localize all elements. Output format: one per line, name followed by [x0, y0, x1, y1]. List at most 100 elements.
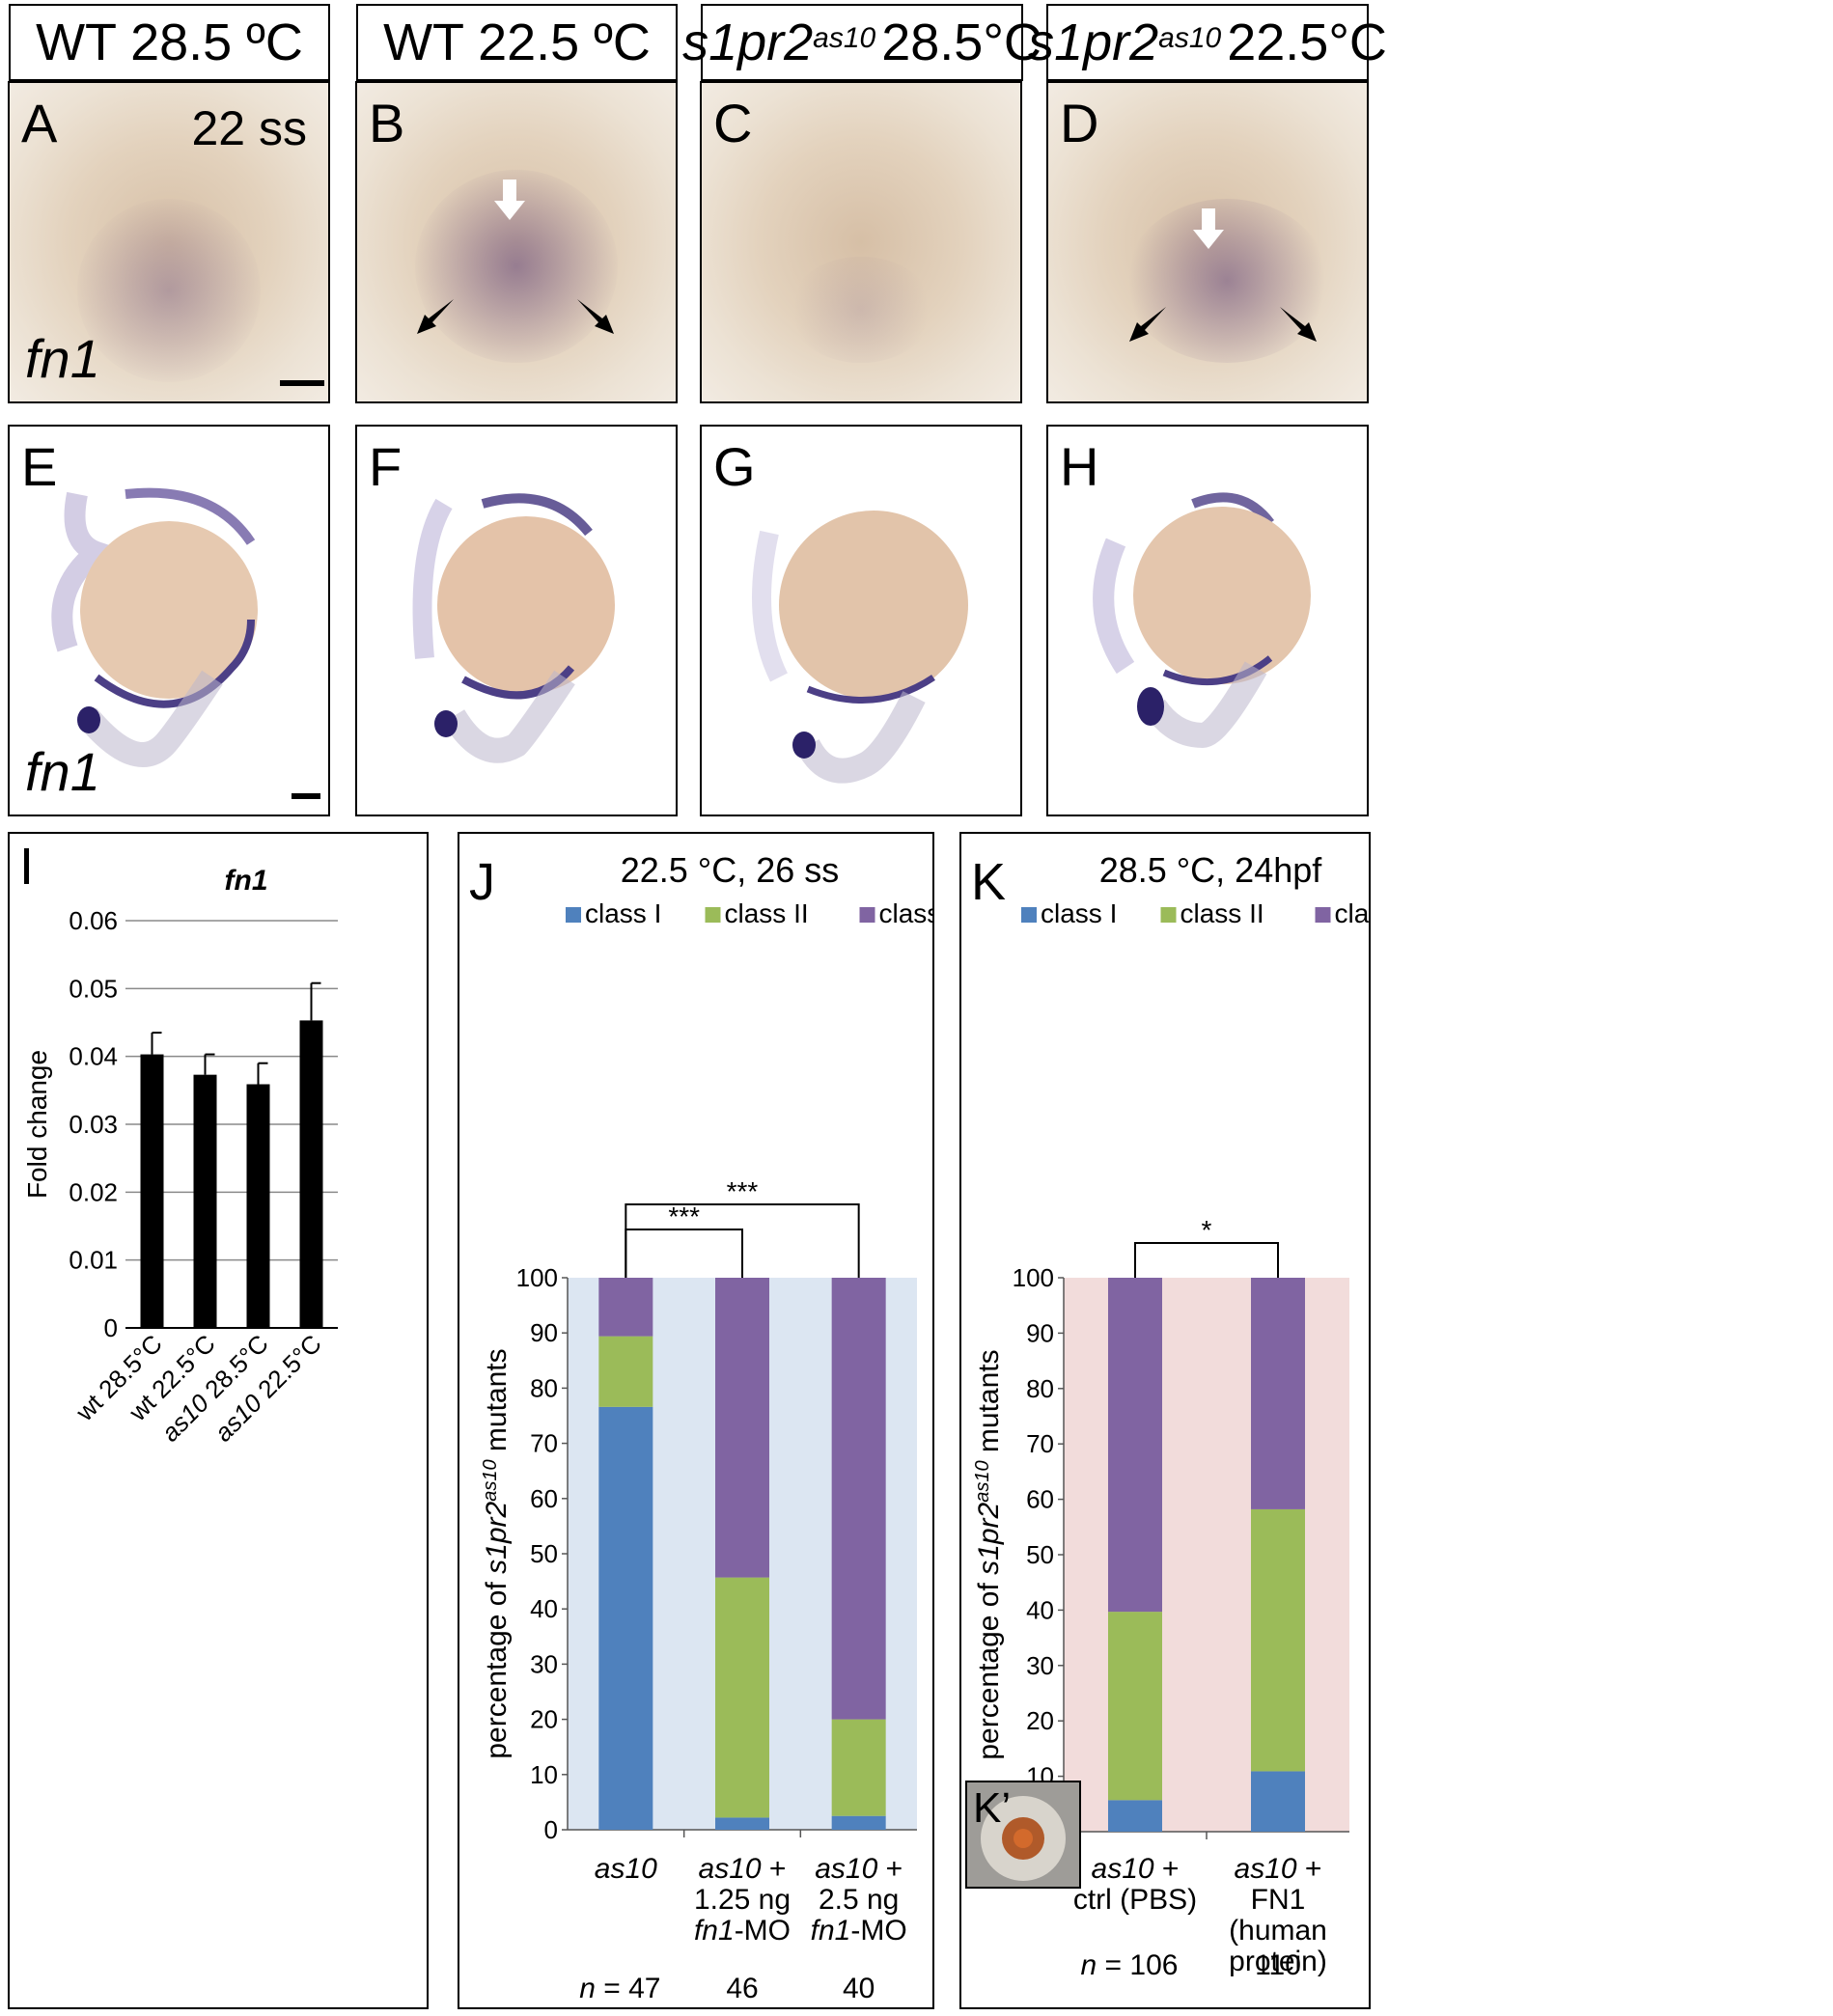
panel-label: H: [1060, 436, 1099, 497]
x-tick-label: FN1: [1251, 1884, 1306, 1916]
header-label: WT 22.5 ºC: [383, 14, 651, 71]
gene-label: fn1: [25, 741, 100, 802]
micrograph-g: G: [700, 425, 1022, 816]
y-tick-label: 30: [530, 1649, 558, 1678]
bar: [140, 1054, 164, 1328]
y-tick-label: 10: [530, 1760, 558, 1789]
n-label: n = 106: [1081, 1949, 1179, 1981]
n-label: 40: [843, 1973, 875, 2004]
chart-title: fn1: [225, 865, 268, 897]
micrograph-a: A 22 ss fn1: [8, 81, 330, 403]
x-tick-label: fn1-MO: [811, 1915, 907, 1947]
y-tick-label: 30: [1026, 1651, 1054, 1680]
x-tick-label: protein): [1229, 1946, 1327, 1977]
header-temp: 22.5°C: [1227, 14, 1387, 71]
embryo-illustration: [752, 511, 968, 784]
inset-label-text: K’: [973, 1784, 1012, 1832]
legend-label: class II: [1180, 898, 1264, 928]
y-tick-label: 70: [530, 1429, 558, 1458]
embryo-illustration: [51, 487, 258, 767]
legend-swatch: [859, 907, 875, 923]
y-tick-label: 0.03: [69, 1110, 118, 1139]
y-axis-label: percentage of s1pr2as10 mutants: [972, 1349, 1005, 1759]
header-mut-22: s1pr2 as10 22.5°C: [1028, 4, 1387, 81]
panel-label: D: [1060, 93, 1099, 153]
header-allele: as10: [813, 22, 876, 54]
significance-bracket: [625, 1203, 860, 1278]
bar-segment-class-II: [598, 1336, 653, 1407]
panel-label: E: [21, 436, 58, 497]
x-tick-label: as10: [595, 1853, 657, 1885]
y-tick-label: 100: [1013, 1263, 1054, 1292]
plot-area: [1064, 1278, 1349, 1832]
black-arrow-icon: [1129, 307, 1166, 342]
significance-bracket: [625, 1229, 743, 1278]
panel-label: B: [369, 93, 405, 153]
header-allele: as10: [1158, 22, 1222, 54]
bar-segment-class-I: [1108, 1800, 1162, 1832]
panel-letter: J: [469, 853, 495, 911]
y-tick-label: 20: [530, 1705, 558, 1734]
white-arrow-icon: [494, 180, 525, 220]
legend-swatch: [1021, 907, 1037, 923]
y-tick-label: 0.01: [69, 1246, 118, 1275]
inset-label: K’: [973, 1784, 1011, 1833]
y-tick-label: 50: [1026, 1540, 1054, 1569]
y-axis-label: Fold change: [22, 1050, 52, 1199]
chart-title: 28.5 °C, 24hpf: [1099, 850, 1323, 890]
y-tick-label: 60: [530, 1484, 558, 1513]
x-tick-label: ctrl (PBS): [1073, 1884, 1197, 1916]
micrograph-h: H: [1046, 425, 1369, 816]
bar-segment-class-III: [715, 1278, 769, 1578]
micrograph-d: D: [1046, 81, 1369, 403]
legend-swatch: [566, 907, 581, 923]
legend-label: class I: [1041, 898, 1117, 928]
y-tick-label: 90: [1026, 1318, 1054, 1347]
y-tick-label: 80: [530, 1373, 558, 1402]
micrograph-f: F: [355, 425, 678, 816]
stage-label: 22 ss: [191, 101, 307, 155]
header-mut-28: s1pr2 as10 28.5°C: [682, 4, 1041, 81]
black-arrow-icon: [577, 299, 614, 334]
bar-segment-class-I: [715, 1817, 769, 1830]
header-wt-28: WT 28.5 ºC: [9, 4, 330, 81]
bar-segment-class-I: [598, 1406, 653, 1830]
black-arrow-icon: [417, 299, 454, 334]
y-tick-label: 70: [1026, 1429, 1054, 1458]
embryo-illustration: [1093, 492, 1311, 749]
bar: [246, 1084, 270, 1328]
bar: [193, 1074, 217, 1328]
chart-title: 22.5 °C, 26 ss: [621, 850, 840, 890]
y-tick-label: 0: [104, 1313, 118, 1342]
legend-label: class I: [585, 898, 661, 928]
header-label: WT 28.5 ºC: [36, 14, 303, 71]
significance-marker: *: [1202, 1215, 1212, 1245]
panel-letter: K: [971, 853, 1006, 911]
y-tick-label: 40: [1026, 1595, 1054, 1624]
panel-label: C: [713, 93, 753, 153]
y-tick-label: 60: [1026, 1485, 1054, 1514]
panel-letter: I: [19, 838, 34, 896]
y-tick-label: 50: [530, 1539, 558, 1568]
y-tick-label: 80: [1026, 1374, 1054, 1403]
y-tick-label: 40: [530, 1594, 558, 1623]
stain-diffuse: [77, 199, 261, 382]
y-axis-label: percentage of s1pr2as10 mutants: [480, 1348, 513, 1758]
x-tick-label: 2.5 ng: [819, 1884, 899, 1916]
legend-swatch: [1315, 907, 1331, 923]
embryo-illustration: [412, 493, 615, 763]
header-gene: s1pr2: [1028, 14, 1159, 71]
bar-segment-class-III: [1108, 1278, 1162, 1613]
legend-label: class III: [1335, 898, 1370, 928]
significance-marker: ***: [668, 1201, 700, 1231]
legend-swatch: [1160, 907, 1177, 923]
micrograph-c: C: [700, 81, 1022, 403]
scale-bar: [292, 793, 320, 799]
chart-j: J 22.5 °C, 26 ss class I class II class III 0…: [469, 850, 932, 2004]
inset-k-prime: K’: [965, 1781, 1081, 1889]
bar-segment-class-II: [1108, 1612, 1162, 1801]
